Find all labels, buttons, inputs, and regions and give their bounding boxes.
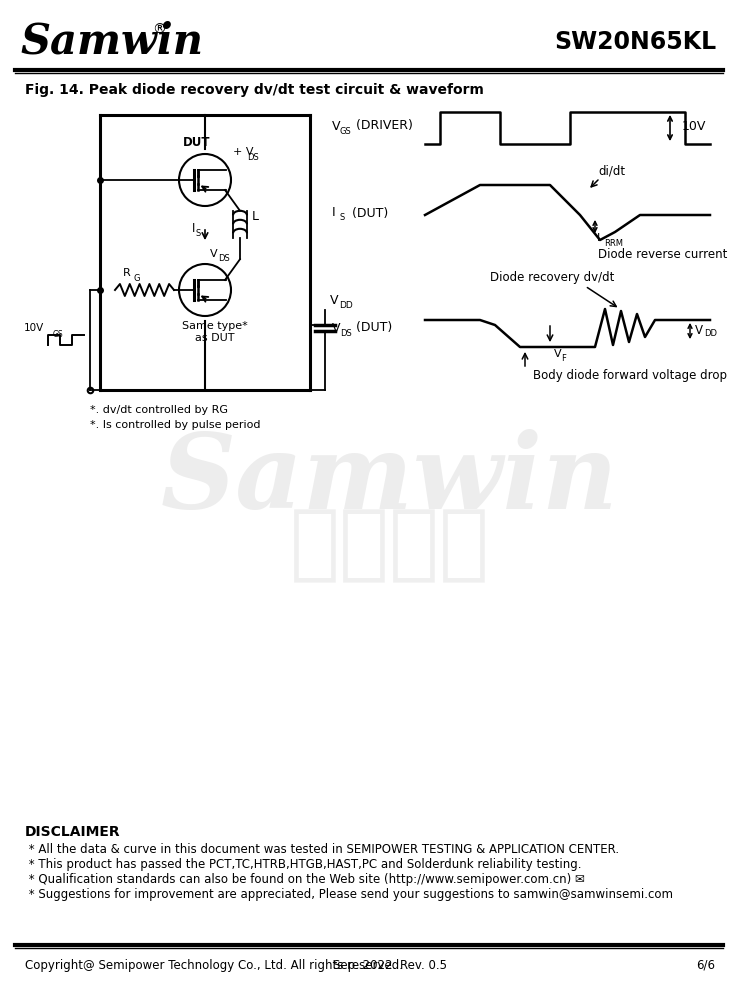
- Text: GS: GS: [340, 126, 352, 135]
- Text: *. dv/dt controlled by RG: *. dv/dt controlled by RG: [90, 405, 228, 415]
- Text: R: R: [123, 268, 131, 278]
- Text: as DUT: as DUT: [196, 333, 235, 343]
- Text: DS: DS: [340, 328, 352, 338]
- Text: (DRIVER): (DRIVER): [352, 119, 413, 132]
- Text: * Suggestions for improvement are appreciated, Please send your suggestions to s: * Suggestions for improvement are apprec…: [25, 888, 673, 901]
- Text: DISCLAIMER: DISCLAIMER: [25, 825, 120, 839]
- Text: DS: DS: [247, 152, 259, 161]
- Text: V: V: [210, 249, 218, 259]
- Text: SW20N65KL: SW20N65KL: [554, 30, 716, 54]
- Text: * Qualification standards can also be found on the Web site (http://www.semipowe: * Qualification standards can also be fo…: [25, 873, 585, 886]
- Text: DS: DS: [218, 254, 230, 263]
- Text: L: L: [252, 210, 259, 223]
- Text: V: V: [332, 119, 340, 132]
- Text: I: I: [192, 223, 195, 235]
- Text: 内部保密: 内部保密: [290, 504, 490, 585]
- Text: Samwin: Samwin: [20, 21, 203, 63]
- Text: (DUT): (DUT): [348, 207, 388, 220]
- Text: 6/6: 6/6: [696, 958, 715, 972]
- Text: Fig. 14. Peak diode recovery dv/dt test circuit & waveform: Fig. 14. Peak diode recovery dv/dt test …: [25, 83, 484, 97]
- Text: Samwin: Samwin: [161, 429, 619, 531]
- Text: S: S: [196, 230, 201, 238]
- Text: DD: DD: [339, 300, 353, 310]
- Text: Diode recovery dv/dt: Diode recovery dv/dt: [490, 271, 614, 284]
- Text: V: V: [554, 349, 562, 359]
- Text: V: V: [695, 324, 703, 336]
- Text: V: V: [332, 322, 340, 334]
- Text: V: V: [330, 294, 339, 306]
- Text: di/dt: di/dt: [598, 164, 625, 177]
- Text: * This product has passed the PCT,TC,HTRB,HTGB,HAST,PC and Solderdunk reliabilit: * This product has passed the PCT,TC,HTR…: [25, 858, 582, 871]
- Text: F: F: [561, 354, 566, 363]
- Text: 10V: 10V: [24, 323, 44, 333]
- Text: (DUT): (DUT): [352, 322, 393, 334]
- Text: Same type*: Same type*: [182, 321, 248, 331]
- Text: 10V: 10V: [682, 119, 706, 132]
- Text: G: G: [134, 274, 140, 283]
- Text: ®: ®: [152, 23, 166, 37]
- Text: *. Is controlled by pulse period: *. Is controlled by pulse period: [90, 420, 261, 430]
- Text: * All the data & curve in this document was tested in SEMIPOWER TESTING & APPLIC: * All the data & curve in this document …: [25, 843, 619, 856]
- Text: DD: DD: [704, 330, 717, 338]
- Text: S: S: [340, 214, 345, 223]
- Text: Body diode forward voltage drop: Body diode forward voltage drop: [533, 369, 727, 382]
- Text: + V: + V: [233, 147, 253, 157]
- Text: I: I: [597, 233, 600, 243]
- Text: GS: GS: [53, 330, 63, 339]
- Text: I: I: [332, 207, 336, 220]
- Text: DUT: DUT: [183, 136, 211, 149]
- Text: Sep. 2022. Rev. 0.5: Sep. 2022. Rev. 0.5: [333, 958, 447, 972]
- Text: RRM: RRM: [604, 238, 623, 247]
- Text: Copyright@ Semipower Technology Co., Ltd. All rights reserved.: Copyright@ Semipower Technology Co., Ltd…: [25, 958, 403, 972]
- Text: Diode reverse current: Diode reverse current: [598, 248, 728, 261]
